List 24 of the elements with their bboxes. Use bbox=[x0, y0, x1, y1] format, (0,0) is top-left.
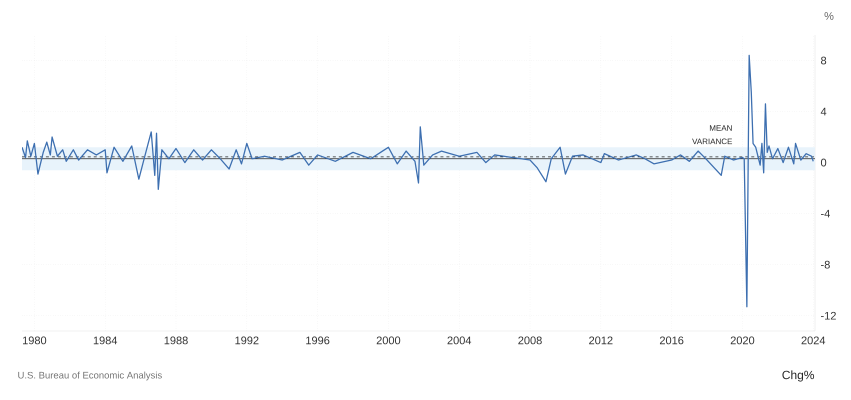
x-tick-label: 2000 bbox=[376, 336, 400, 344]
y-tick-label: -8 bbox=[821, 260, 830, 269]
x-tick-label: 1996 bbox=[306, 336, 330, 344]
text: U.S. Bureau of Economic Analysis bbox=[18, 372, 162, 380]
y-tick-label: 8 bbox=[821, 56, 826, 64]
x-tick-label: 2016 bbox=[660, 336, 684, 344]
x-tick-label: 1992 bbox=[235, 336, 258, 344]
x-tick-label: 1984 bbox=[94, 336, 118, 344]
x-tick-label: 2012 bbox=[589, 336, 613, 344]
x-tick-label: 2020 bbox=[730, 336, 754, 344]
x-tick-label: 2008 bbox=[518, 336, 542, 344]
x-tick-label: 2004 bbox=[448, 336, 472, 344]
y-tick-label: 0 bbox=[820, 158, 826, 166]
line-series bbox=[22, 54, 814, 308]
y-tick-label: 4 bbox=[820, 108, 826, 116]
y-axis-title: % bbox=[824, 12, 834, 20]
band-label: VARIANCE bbox=[692, 138, 732, 144]
x-tick-label: 2024 bbox=[802, 336, 826, 344]
ref-line-label: MEAN bbox=[710, 125, 732, 131]
x-tick-label: 1988 bbox=[164, 336, 188, 344]
y-tick-label: -4 bbox=[821, 210, 830, 218]
y-tick-label: -12 bbox=[821, 312, 836, 320]
text: Chg% bbox=[782, 370, 814, 382]
x-tick-label: 1980 bbox=[23, 336, 46, 344]
